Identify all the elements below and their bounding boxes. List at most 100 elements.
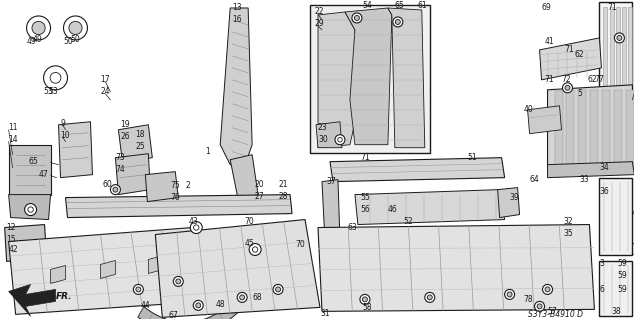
Polygon shape [316,122,342,148]
Text: 8: 8 [633,247,635,256]
Polygon shape [578,90,587,168]
Polygon shape [9,284,55,316]
Circle shape [69,21,82,35]
Text: 14: 14 [9,135,18,144]
Text: 60: 60 [102,180,112,189]
Text: 52: 52 [404,217,413,226]
Polygon shape [4,225,46,261]
Circle shape [44,66,67,90]
Text: 54: 54 [362,2,371,11]
Polygon shape [51,266,65,284]
Text: 11: 11 [9,123,18,132]
Text: 30: 30 [318,135,328,144]
Circle shape [133,284,144,294]
Text: 20: 20 [254,180,264,189]
Text: 41: 41 [545,37,554,46]
Polygon shape [118,125,152,162]
Circle shape [425,292,435,302]
Text: 13: 13 [232,4,242,12]
Text: 76: 76 [170,193,180,202]
Polygon shape [610,7,613,162]
Polygon shape [156,220,320,317]
Circle shape [190,221,202,234]
Polygon shape [547,85,634,170]
Polygon shape [318,12,360,148]
Text: 38: 38 [612,307,621,316]
Text: 44: 44 [140,301,150,310]
Text: 32: 32 [563,217,573,226]
Text: 47: 47 [39,170,48,179]
Text: 51: 51 [468,153,478,162]
Circle shape [196,303,201,308]
Text: 6: 6 [599,285,605,294]
Polygon shape [9,228,205,314]
Polygon shape [310,5,430,153]
Text: 73: 73 [116,153,125,162]
Text: 59: 59 [617,259,627,268]
Polygon shape [100,260,116,278]
Circle shape [113,187,118,192]
Circle shape [249,244,261,255]
Text: 15: 15 [6,235,17,244]
Circle shape [335,135,345,145]
Polygon shape [626,90,634,168]
Polygon shape [622,7,626,162]
Polygon shape [322,180,340,242]
Circle shape [276,287,281,292]
Polygon shape [58,122,93,178]
Text: 72: 72 [561,75,571,84]
Text: 34: 34 [599,163,609,172]
Text: 53: 53 [44,87,53,96]
Text: 7: 7 [633,235,635,244]
Text: 1: 1 [205,147,210,156]
Text: 42: 42 [9,245,18,254]
Text: 36: 36 [599,187,609,196]
Circle shape [253,247,258,252]
Text: 39: 39 [510,193,519,202]
Text: 10: 10 [60,131,70,140]
Text: 24: 24 [100,87,110,96]
Polygon shape [599,261,632,316]
Text: 27: 27 [254,192,264,201]
Circle shape [28,207,33,212]
Text: 61: 61 [418,2,427,11]
Text: 70: 70 [244,217,254,226]
Text: 5: 5 [577,89,582,98]
Text: 31: 31 [320,309,330,318]
Polygon shape [603,7,608,162]
Circle shape [615,33,624,43]
Circle shape [393,17,403,27]
Circle shape [32,21,45,35]
Polygon shape [554,90,563,168]
Polygon shape [591,90,598,168]
Text: 12: 12 [6,223,16,232]
Text: 40: 40 [524,105,533,114]
Circle shape [50,72,61,83]
Text: 62: 62 [575,50,584,60]
Text: 64: 64 [530,175,539,184]
Polygon shape [498,188,519,218]
Circle shape [617,36,622,40]
Text: 28: 28 [278,192,288,201]
Text: 78: 78 [524,295,533,304]
Text: 26: 26 [121,132,130,141]
Polygon shape [528,106,561,134]
Circle shape [64,16,88,40]
Text: 68: 68 [252,293,262,302]
Polygon shape [547,162,634,178]
Text: 21: 21 [278,180,288,189]
Polygon shape [629,7,632,162]
Text: 56: 56 [360,205,370,214]
Polygon shape [230,155,258,200]
Circle shape [273,284,283,294]
Text: 50: 50 [70,36,80,44]
Circle shape [354,15,359,20]
Text: 18: 18 [135,130,145,139]
Text: 23: 23 [318,123,328,132]
Text: 69: 69 [542,4,551,12]
Text: 49: 49 [27,37,36,46]
Text: 16: 16 [232,15,242,24]
Polygon shape [599,2,632,167]
Polygon shape [9,145,51,195]
Text: 63: 63 [348,223,358,232]
